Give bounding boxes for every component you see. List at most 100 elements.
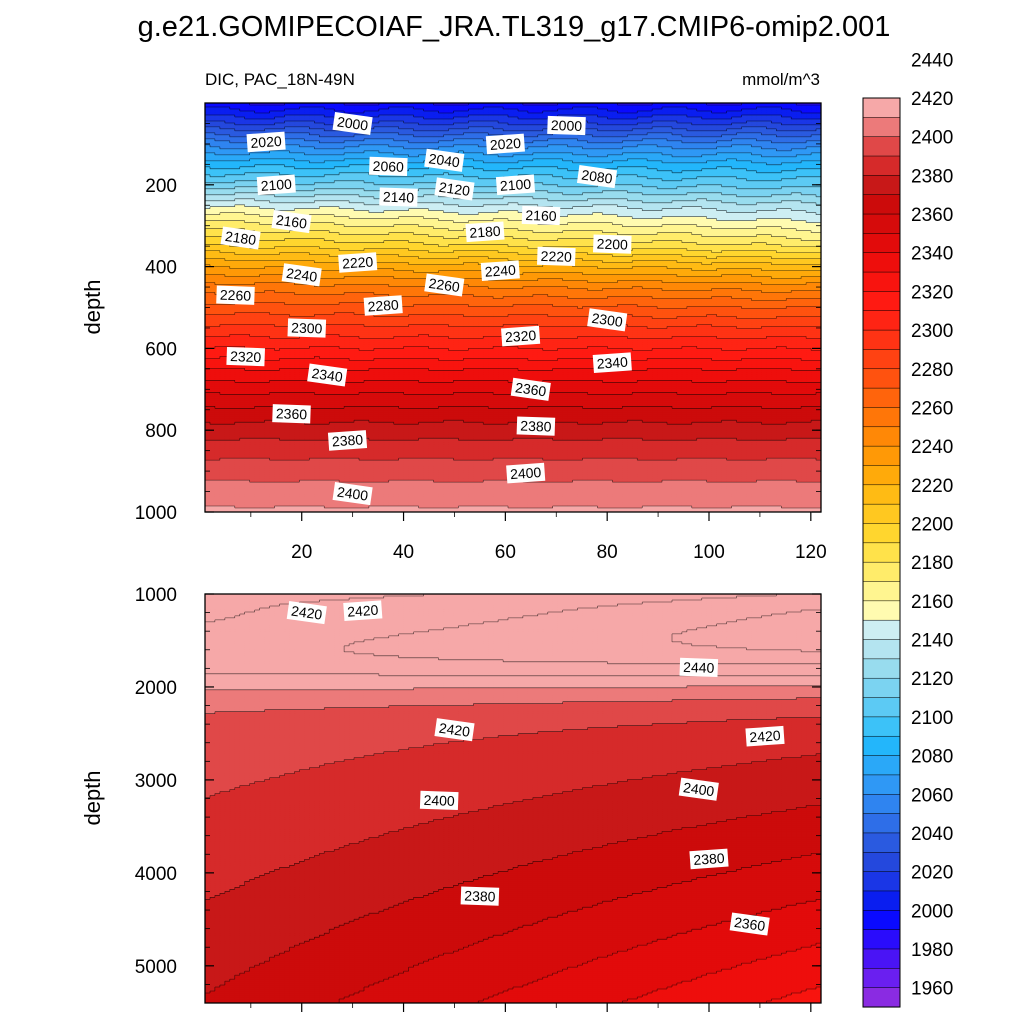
contour-fill-cell [239,150,246,154]
contour-fill-cell [398,105,405,108]
contour-fill-cell [816,148,821,152]
contour-fill-cell [493,105,499,108]
contour-fill-cell [637,126,643,130]
contour-fill-cell [607,114,613,118]
contour-fill-cell [786,105,792,108]
contour-fill-cell [602,148,608,152]
contour-fill-cell [339,148,345,152]
contour-fill-cell [761,112,767,116]
contour-fill-cell [423,124,430,128]
contour-fill-cell [339,134,345,138]
contour-fill-cell [681,122,688,126]
contour-fill-cell [498,120,504,124]
contour-fill-cell [418,132,425,136]
contour-fill-cell [244,110,251,114]
contour-fill-cell [642,105,648,108]
contour-fill-cell [776,118,782,122]
contour-fill-cell [522,134,529,138]
contour-fill-cell [453,124,459,128]
contour-fill-cell [696,124,703,128]
contour-fill-cell [567,106,574,110]
contour-fill-cell [796,103,802,106]
contour-fill-cell [403,112,410,116]
contour-fill-cell [463,138,469,142]
contour-fill-cell [453,128,459,132]
contour-fill-cell [209,128,216,132]
contour-fill-cell [527,128,534,132]
contour-fill-cell [791,136,797,140]
contour-fill-cell [503,114,509,118]
contour-fill-cell [274,152,281,156]
contour-fill-cell [214,120,221,124]
contour-fill-cell [478,134,484,138]
contour-fill-cell [329,108,335,112]
contour-fill-cell [522,152,529,156]
contour-fill-cell [667,148,673,152]
contour-fill-cell [801,136,807,140]
contour-fill-cell [686,114,693,118]
contour-fill-cell [622,118,628,122]
contour-fill-cell [448,142,454,146]
contour-fill-cell [234,128,241,132]
contour-fill-cell [736,146,743,150]
contour-fill-cell [741,110,748,114]
contour-fill-cell [587,114,594,118]
contour-fill-cell [304,128,310,132]
contour-fill-cell [418,136,425,140]
contour-fill-cell [612,110,618,114]
contour-fill-cell [701,146,708,150]
contour-fill-cell [329,140,335,144]
contour-fill-cell [234,114,241,118]
contour-fill-cell [508,105,514,108]
contour-fill-cell [607,152,613,156]
contour-fill-cell [219,130,226,134]
contour-fill-cell [811,146,817,150]
contour-fill-cell [671,144,678,148]
contour-fill-cell [508,103,514,106]
contour-fill-cell [716,140,723,144]
contour-fill-cell [259,103,266,106]
contour-fill-cell [224,134,231,138]
contour-fill-cell [517,114,524,118]
contour-fill-cell [368,132,375,136]
contour-fill-cell [289,132,296,136]
contour-fill-cell [791,132,797,136]
contour-fill-cell [572,142,579,146]
contour-fill-cell [209,118,216,122]
contour-fill-cell [234,140,241,144]
contour-fill-cell [304,122,310,126]
contour-fill-cell [657,130,663,134]
contour-fill-cell [383,152,390,156]
contour-fill-cell [746,103,753,106]
contour-fill-cell [671,140,678,144]
contour-fill-cell [761,130,767,134]
contour-fill-cell [806,144,812,148]
contour-fill-cell [403,128,410,132]
contour-fill-cell [239,106,246,110]
contour-fill-cell [219,112,226,116]
contour-fill-cell [468,148,474,152]
contour-fill-cell [721,116,728,120]
contour-fill-cell [647,150,653,154]
contour-fill-cell [508,126,514,130]
contour-fill-cell [657,112,663,116]
contour-fill-cell [468,146,474,150]
contour-fill-cell [488,132,494,136]
contour-fill-cell [607,128,613,132]
contour-fill-cell [592,118,599,122]
contour-fill-cell [259,112,266,116]
contour-fill-cell [527,122,534,126]
contour-fill-cell [314,122,320,126]
contour-fill-cell [567,105,574,108]
contour-fill-cell [354,106,360,110]
contour-fill-cell [597,126,604,130]
contour-fill-cell [349,150,355,154]
contour-fill-cell [513,118,519,122]
contour-fill-cell [239,110,246,114]
contour-fill-cell [344,150,350,154]
contour-fill-cell [314,152,320,156]
contour-fill-cell [711,118,718,122]
contour-fill-cell [299,126,305,130]
contour-fill-cell [607,103,613,106]
contour-fill-cell [373,114,380,118]
